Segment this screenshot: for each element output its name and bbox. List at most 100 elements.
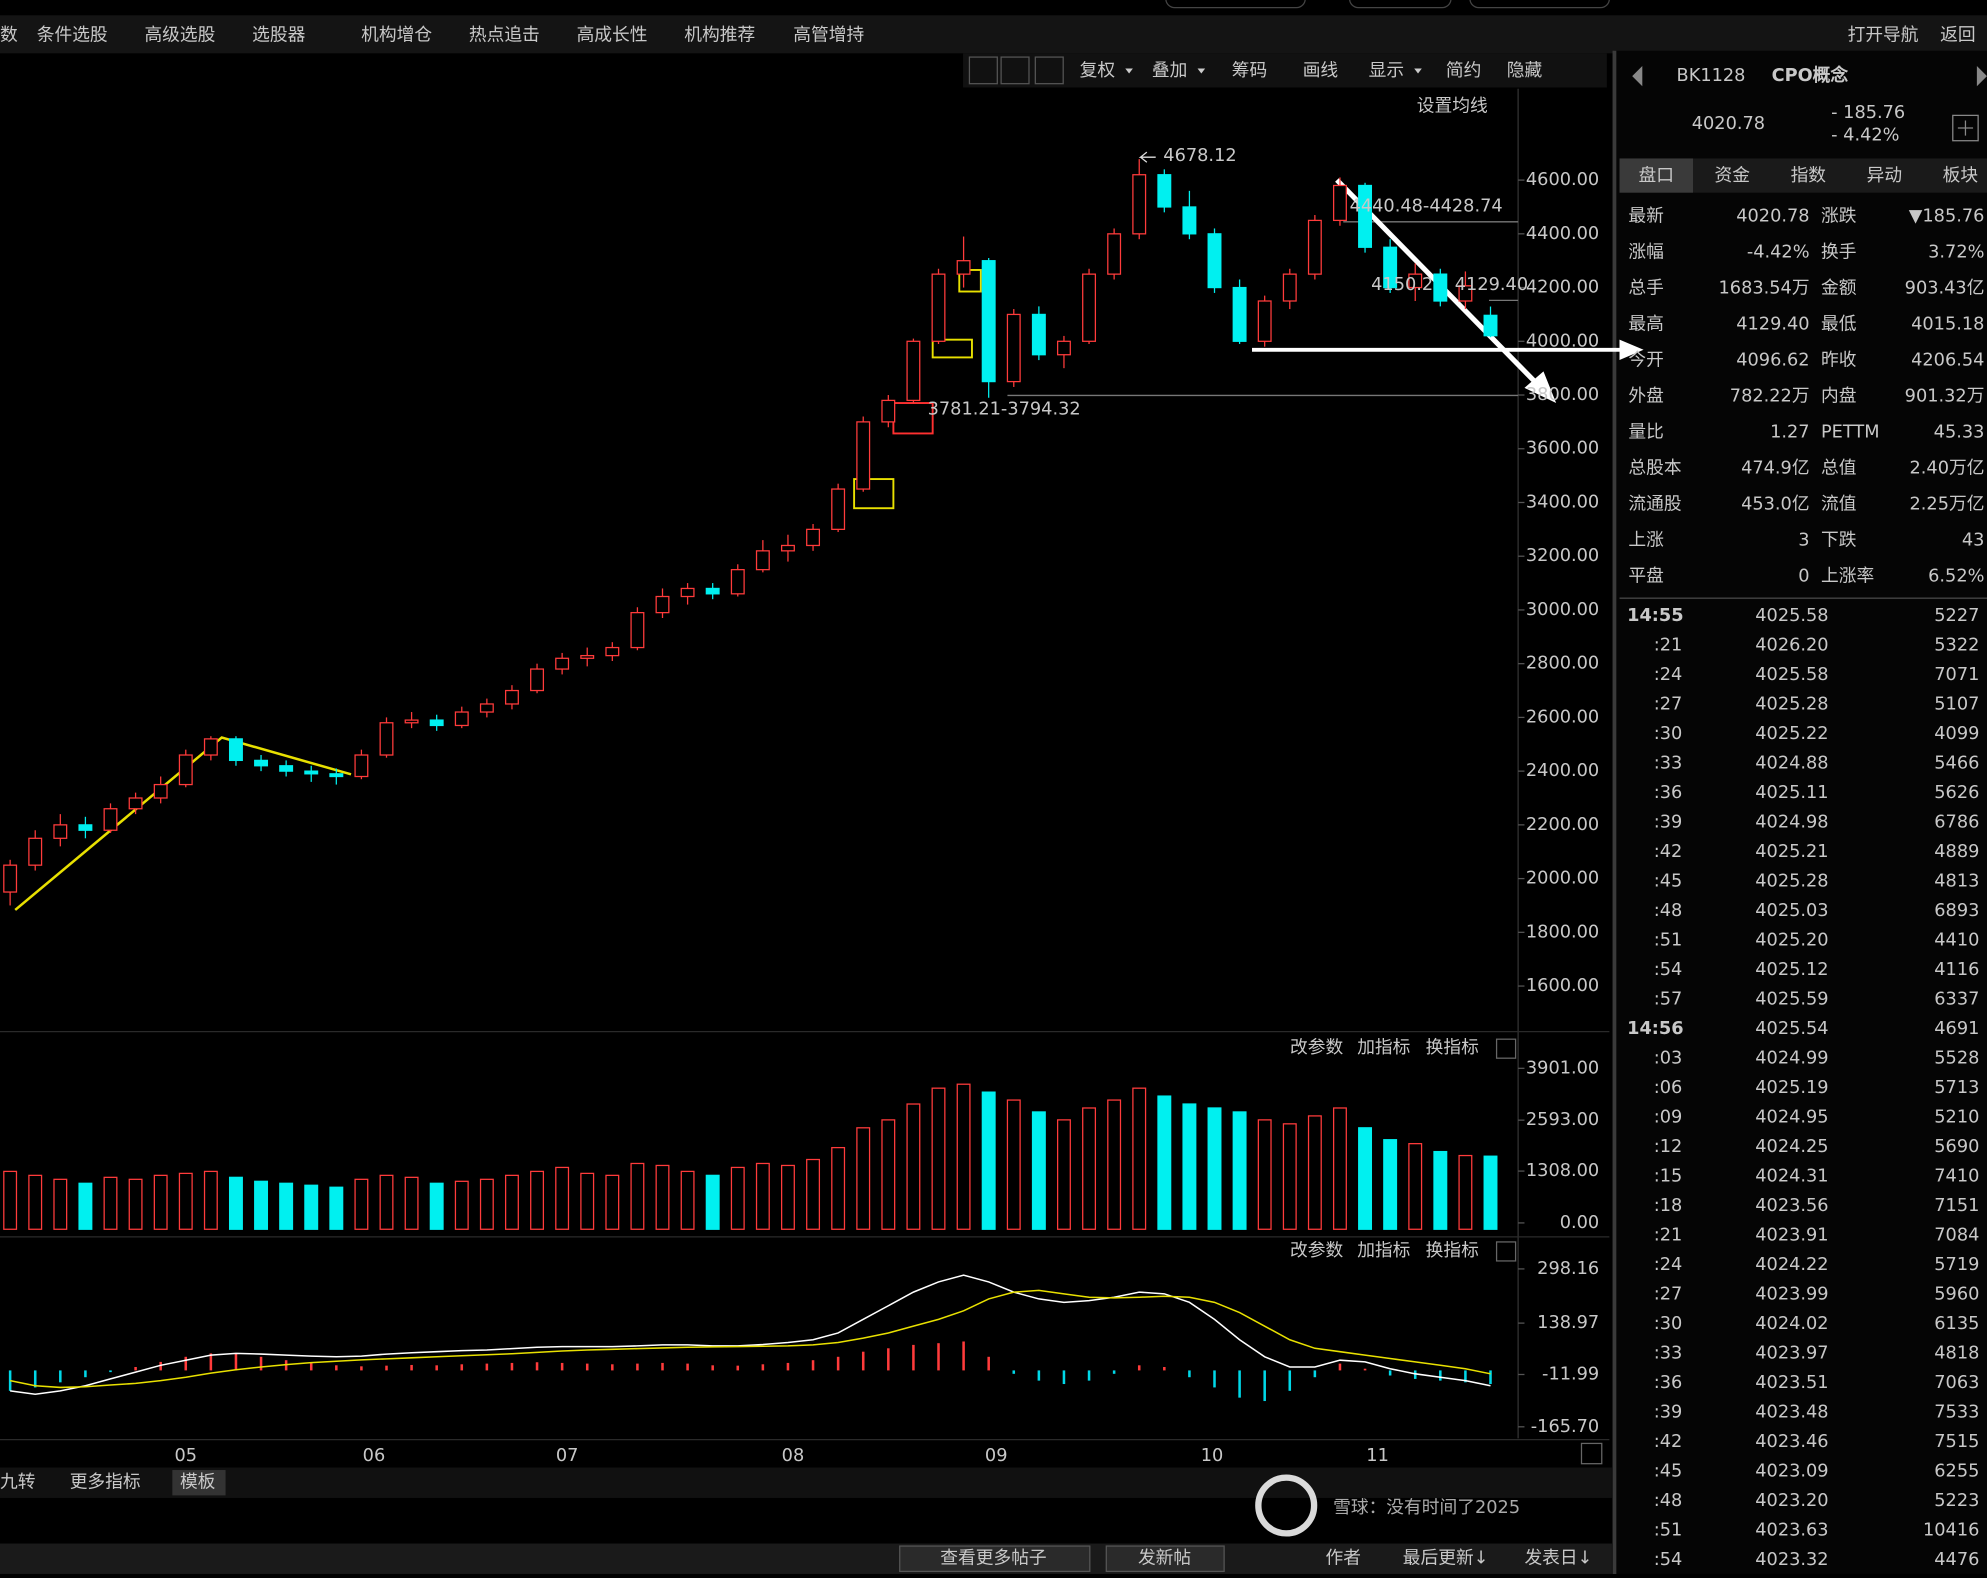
tick-price: 4025.11 (1755, 783, 1828, 803)
tick-volume: 4476 (1934, 1550, 1979, 1570)
candle-body (705, 587, 720, 595)
candle-body (1182, 206, 1197, 235)
volume-bar (479, 1178, 494, 1230)
candle-body (379, 722, 394, 756)
trend-line (14, 736, 352, 911)
candle-body (1157, 174, 1172, 208)
quote-value: 2.25万亿 (1909, 494, 1984, 515)
quote-label: 流值 (1821, 494, 1856, 515)
footer-button[interactable] (1105, 1545, 1225, 1573)
tick-volume: 4889 (1934, 842, 1979, 862)
tick-price: 4025.54 (1755, 1019, 1828, 1039)
footer-item: 作者 (1326, 1548, 1361, 1569)
candle-body (1232, 286, 1247, 342)
quote-tab: 盘口 (1639, 165, 1674, 186)
tick-volume: 4813 (1934, 871, 1979, 891)
y-tick-label: 4000.00 (1526, 331, 1599, 351)
tick-time: 14:55 (1627, 606, 1683, 626)
tick-volume: 6255 (1934, 1461, 1979, 1481)
volume-bar (53, 1178, 68, 1230)
close-button[interactable] (1495, 1241, 1517, 1262)
quote-label: 最高 (1628, 314, 1663, 335)
candle-body (254, 759, 269, 767)
volume-bar (3, 1170, 18, 1230)
add-icon (1957, 120, 1974, 136)
watermark: 雪球：没有时间了2025 (1333, 1497, 1520, 1518)
quote-value: 4015.18 (1911, 315, 1984, 335)
toolbar-item: 显示 (1369, 61, 1404, 81)
tick-price: 4025.12 (1755, 960, 1828, 980)
candle-body (404, 719, 419, 724)
volume-bar (705, 1174, 720, 1230)
y-tick-label: 3800.00 (1526, 385, 1599, 405)
menu-item: 高成长性 (577, 25, 648, 46)
candle-body (755, 550, 770, 571)
volume-bar (1408, 1143, 1423, 1230)
tick-price: 4023.51 (1755, 1373, 1828, 1393)
volume-bar (806, 1158, 821, 1230)
watermark-logo (1255, 1474, 1318, 1537)
candle-body (1132, 174, 1147, 235)
tick-price: 4024.88 (1755, 753, 1828, 773)
volume-bar (329, 1186, 344, 1230)
volume-bar (981, 1091, 996, 1230)
prev-arrow[interactable] (1632, 65, 1643, 87)
tick-price: 4023.46 (1755, 1432, 1828, 1452)
annotation: 3781.21-3794.32 (928, 399, 1081, 419)
tick-volume: 7151 (1934, 1196, 1979, 1216)
tick-volume: 5107 (1934, 694, 1979, 714)
panel-tool: 加指标 (1357, 1240, 1410, 1261)
quote-value: 4096.62 (1736, 351, 1809, 371)
bottom-tab: 更多指标 (70, 1472, 141, 1493)
candle-body (504, 689, 519, 705)
menu-item: 高级选股 (144, 25, 215, 46)
menu-item: 选股器 (252, 25, 305, 46)
y-tick-label: 2600.00 (1526, 707, 1599, 727)
candle-body (103, 808, 118, 831)
quote-value: 4129.40 (1736, 315, 1809, 335)
volume-bar (1157, 1095, 1172, 1230)
top-button (1165, 0, 1306, 9)
x-tick-label: 08 (782, 1446, 805, 1466)
tick-volume: 5713 (1934, 1078, 1979, 1098)
quote-value: 0 (1798, 567, 1809, 587)
volume-bar (1207, 1107, 1222, 1230)
highlight-box (931, 338, 973, 359)
close-button[interactable] (1495, 1038, 1517, 1059)
candle-body (780, 544, 795, 552)
add-button[interactable] (1952, 114, 1979, 142)
menu-item: 条件选股 (37, 25, 108, 46)
volume-bar (931, 1087, 946, 1230)
bottom-tab: 模板 (180, 1472, 216, 1493)
y-tick-label: 0.00 (1560, 1213, 1600, 1233)
candle-body (1483, 314, 1498, 337)
toolbar-item: 隐藏 (1507, 60, 1543, 81)
scroll-button[interactable] (1580, 1442, 1603, 1465)
tick-volume: 5626 (1934, 783, 1979, 803)
x-tick-label: 05 (174, 1446, 197, 1466)
candle-body (981, 260, 996, 383)
panel-tool: 加指标 (1357, 1037, 1410, 1058)
footer-item: 发表日↓ (1524, 1548, 1592, 1569)
tick-price: 4024.31 (1755, 1166, 1828, 1186)
tick-price: 4024.02 (1755, 1314, 1828, 1334)
top-button (1469, 0, 1610, 9)
tick-time: :36 (1654, 1373, 1683, 1393)
toolbar-icon (1000, 56, 1030, 85)
volume-bar (1358, 1127, 1373, 1230)
quote-label: 内盘 (1821, 386, 1856, 407)
quote-value: 6.52% (1928, 567, 1984, 587)
footer-button[interactable] (899, 1545, 1091, 1573)
volume-bar (1433, 1150, 1448, 1230)
candle-body (53, 824, 68, 839)
volume-bar (831, 1146, 846, 1230)
candle-body (304, 770, 319, 775)
code: BK1128 (1677, 66, 1746, 86)
quote-label: 平盘 (1628, 566, 1663, 587)
peak-arrow (1138, 151, 1156, 163)
candle-body (730, 569, 745, 595)
volume-bar (1082, 1107, 1097, 1230)
next-arrow[interactable] (1976, 65, 1987, 87)
annotation: 4440.48-4428.74 (1350, 197, 1503, 217)
candle-body (454, 711, 469, 727)
